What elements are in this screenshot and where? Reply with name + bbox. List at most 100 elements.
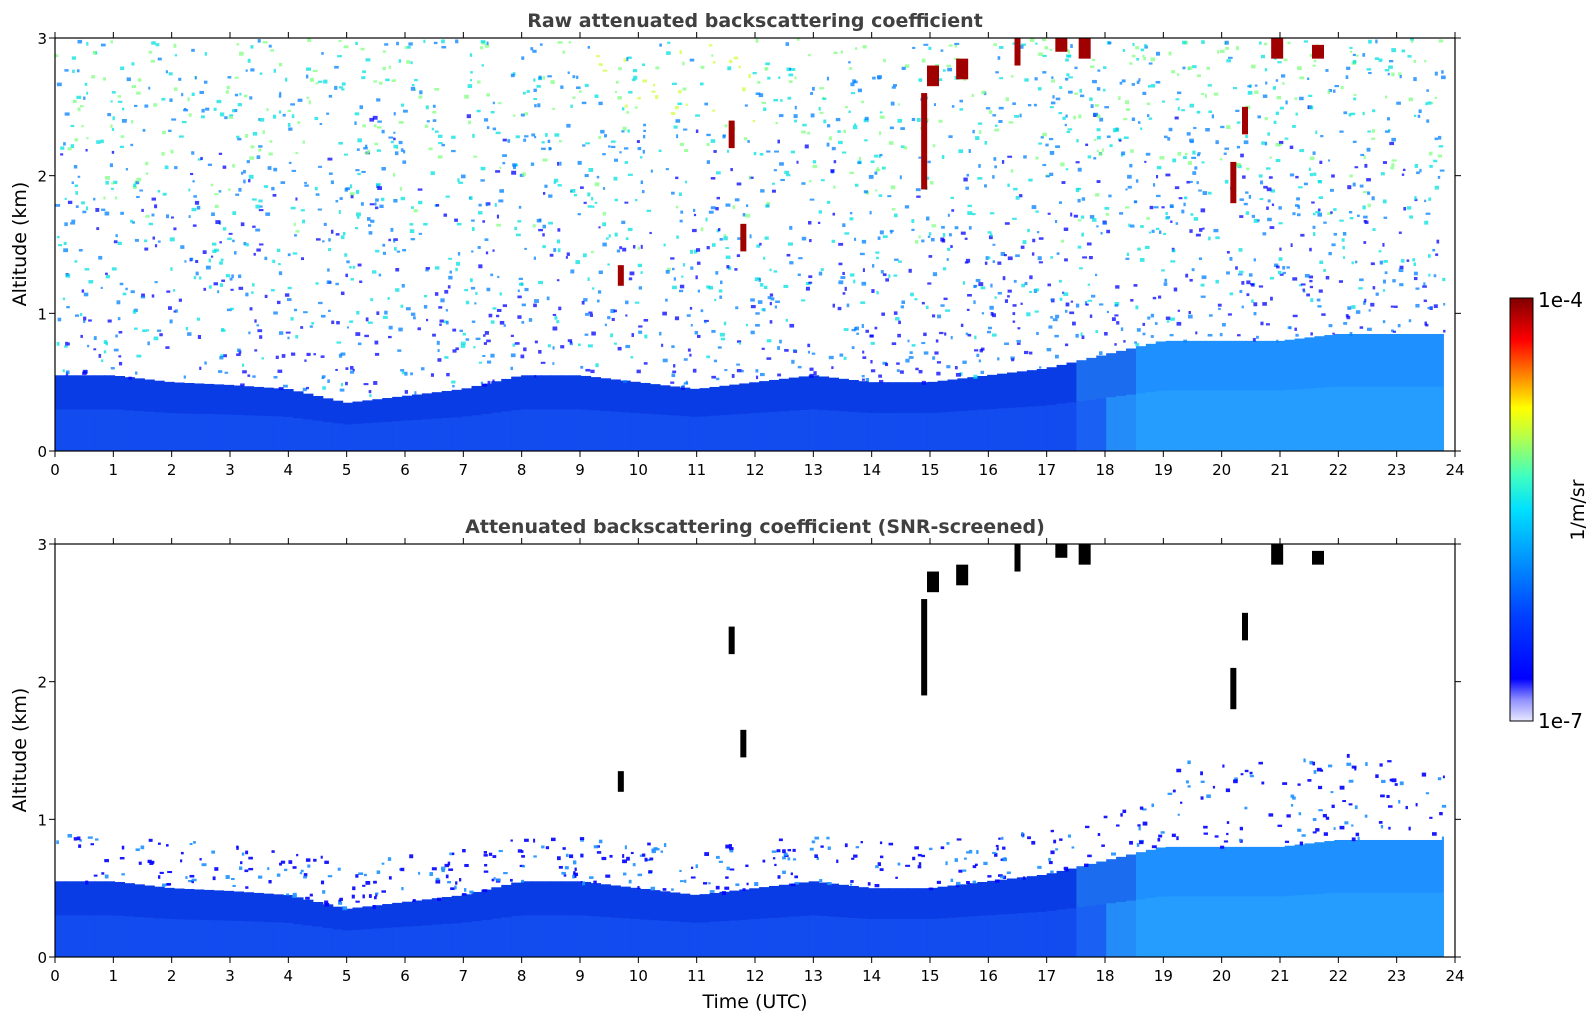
noise-pixel [1150,335,1154,338]
noise-pixel [1371,129,1376,133]
noise-pixel [1268,176,1273,179]
noise-pixel [1413,271,1418,276]
x-tick-label: 10 [629,967,648,985]
noise-pixel [1051,79,1055,83]
noise-pixel [410,238,416,241]
noise-pixel [1328,324,1333,328]
noise-pixel [954,226,959,230]
bl-core [302,419,314,451]
noise-pixel [755,312,760,315]
bl-core [1433,892,1444,957]
noise-pixel [1165,211,1168,216]
noise-pixel [464,94,469,99]
noise-pixel [464,863,469,868]
noise-pixel [136,91,141,95]
noise-pixel [1321,313,1326,316]
noise-pixel [284,868,288,872]
noise-pixel [1390,166,1395,170]
noise-pixel [947,213,950,217]
bl-core [481,413,492,451]
noise-pixel [376,183,381,186]
noise-pixel [992,851,997,855]
noise-pixel [1441,836,1445,841]
noise-pixel [197,158,202,161]
noise-pixel [1303,182,1308,186]
noise-pixel [694,330,698,335]
noise-pixel [650,886,655,890]
noise-pixel [582,144,586,147]
noise-pixel [86,42,89,46]
noise-pixel [1295,333,1299,337]
noise-pixel [542,191,546,195]
noise-pixel [570,104,573,108]
noise-pixel [259,205,263,208]
noise-pixel [1215,236,1220,240]
noise-pixel [1245,211,1250,215]
noise-pixel [134,238,139,242]
noise-pixel [640,180,644,185]
noise-pixel [1060,239,1065,243]
noise-pixel [648,870,653,874]
noise-pixel [1275,111,1280,116]
noise-pixel [100,43,106,47]
noise-pixel [689,58,695,62]
noise-pixel [869,210,872,215]
noise-pixel [1034,77,1038,81]
noise-pixel [526,90,530,93]
noise-pixel [1206,66,1210,70]
noise-pixel [755,323,760,327]
noise-pixel [369,394,372,398]
noise-pixel [1049,106,1054,109]
noise-pixel [710,177,716,180]
noise-pixel [1181,209,1185,214]
noise-pixel [1140,48,1145,52]
noise-pixel [1224,40,1229,45]
bl-core [253,415,264,451]
bl-core [1145,898,1157,957]
noise-pixel [999,77,1004,80]
noise-pixel [1292,212,1296,216]
noise-pixel [992,260,996,264]
noise-pixel [105,175,110,180]
noise-pixel [1343,111,1348,115]
noise-pixel [608,145,611,148]
noise-pixel [602,211,607,216]
noise-pixel [591,250,594,254]
noise-pixel [959,99,963,103]
noise-pixel [441,39,445,44]
noise-pixel [219,283,223,287]
noise-pixel [649,857,654,861]
noise-pixel [471,227,475,232]
noise-pixel [1015,196,1020,200]
noise-pixel [344,253,348,257]
bl-core [203,414,215,451]
noise-pixel [955,372,961,377]
noise-pixel [1188,310,1191,315]
noise-pixel [1004,342,1009,345]
noise-pixel [942,233,946,237]
bl-core [1007,407,1018,451]
noise-pixel [1382,279,1387,284]
noise-pixel [390,227,394,232]
noise-pixel [435,877,440,881]
bl-core [1126,900,1137,957]
noise-pixel [449,852,453,856]
noise-pixel [87,344,90,348]
noise-pixel [602,69,608,72]
bl-core [332,929,344,957]
noise-pixel [1440,75,1446,80]
noise-pixel [896,369,900,372]
noise-pixel [736,368,742,373]
noise-pixel [885,278,890,282]
noise-pixel [1246,280,1251,285]
noise-pixel [1238,248,1243,252]
noise-pixel [521,56,525,60]
noise-pixel [193,195,197,198]
noise-pixel [352,265,356,269]
noise-pixel [207,163,212,166]
noise-pixel [1434,185,1439,190]
noise-pixel [1254,90,1259,94]
noise-pixel [1236,145,1241,149]
noise-pixel [1118,138,1122,141]
x-tick-label: 20 [1212,461,1231,479]
